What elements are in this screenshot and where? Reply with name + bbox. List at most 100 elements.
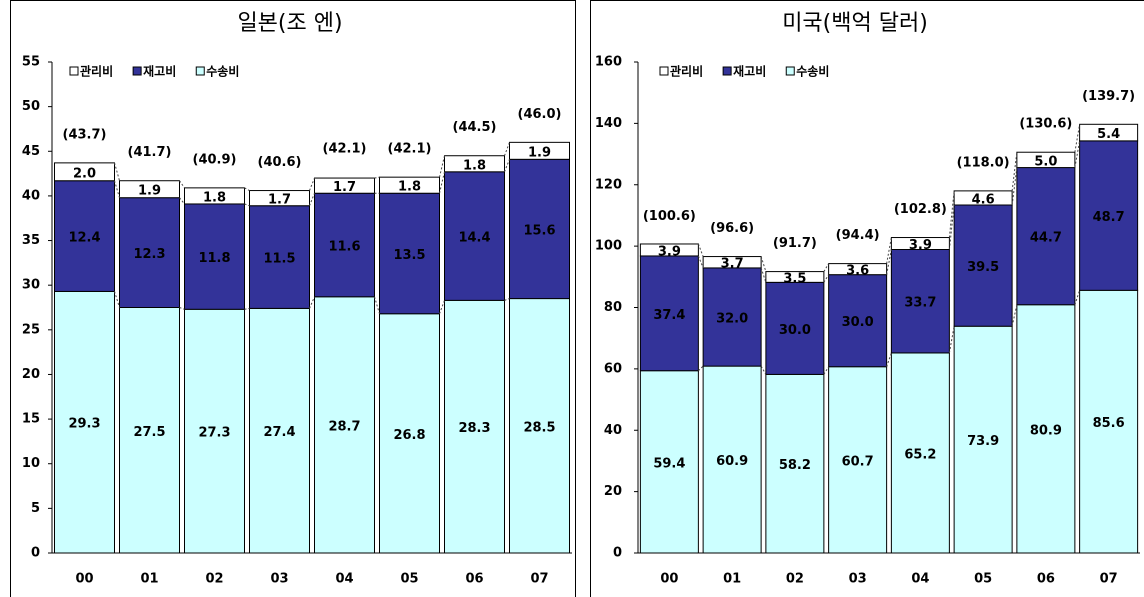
total-label: (46.0) bbox=[518, 107, 562, 122]
data-label: 58.2 bbox=[779, 458, 811, 473]
bar-segment bbox=[444, 171, 505, 301]
y-tick-label: 80 bbox=[604, 300, 622, 315]
y-tick-label: 30 bbox=[22, 278, 40, 293]
total-label: (41.7) bbox=[128, 145, 172, 160]
data-label: 44.7 bbox=[1030, 231, 1062, 246]
connector bbox=[823, 366, 830, 375]
y-tick-label: 50 bbox=[22, 99, 40, 114]
connector bbox=[823, 274, 830, 283]
data-label: 3.6 bbox=[846, 264, 869, 279]
bar-segment bbox=[54, 162, 115, 182]
x-tick-label: 05 bbox=[974, 572, 992, 587]
data-label: 15.6 bbox=[523, 223, 555, 238]
connector bbox=[309, 193, 315, 206]
x-tick-label: 06 bbox=[1037, 572, 1055, 587]
connector bbox=[697, 255, 704, 269]
data-label: 27.3 bbox=[198, 426, 230, 441]
data-label: 32.0 bbox=[716, 312, 748, 327]
connector bbox=[244, 307, 250, 310]
data-label: 3.9 bbox=[909, 238, 932, 253]
y-tick-label: 45 bbox=[22, 144, 40, 159]
data-label: 5.4 bbox=[1097, 127, 1120, 142]
connector bbox=[760, 256, 767, 272]
data-label: 14.4 bbox=[458, 231, 490, 246]
connector bbox=[886, 352, 892, 367]
x-tick-label: 00 bbox=[660, 572, 678, 587]
connector bbox=[1074, 124, 1081, 153]
connector bbox=[1011, 152, 1018, 191]
y-tick-label: 140 bbox=[595, 116, 622, 131]
total-label: (94.4) bbox=[836, 228, 880, 243]
connector bbox=[179, 197, 185, 205]
bar-segment bbox=[444, 299, 505, 554]
frame bbox=[10, 0, 576, 597]
bar-segment bbox=[184, 203, 245, 310]
data-label: 30.0 bbox=[779, 323, 811, 338]
bar-segment bbox=[249, 307, 310, 554]
total-label: (40.6) bbox=[258, 155, 302, 170]
frame bbox=[590, 0, 1144, 597]
data-label: 11.5 bbox=[263, 252, 295, 267]
data-label: 1.8 bbox=[463, 158, 486, 173]
bar-segment bbox=[828, 274, 888, 368]
bar-segment bbox=[1016, 167, 1076, 306]
data-label: 1.8 bbox=[203, 190, 226, 205]
bar-segment bbox=[444, 155, 505, 173]
legend-label: 수송비 bbox=[206, 64, 239, 79]
bar-segment bbox=[379, 176, 440, 194]
bar-segment bbox=[890, 249, 950, 354]
connector bbox=[504, 159, 510, 172]
bar-segment bbox=[765, 271, 825, 283]
data-label: 65.2 bbox=[904, 447, 936, 462]
data-label: 37.4 bbox=[653, 308, 685, 323]
connector bbox=[309, 296, 315, 309]
x-tick-label: 01 bbox=[723, 572, 741, 587]
y-tick-label: 40 bbox=[22, 188, 40, 203]
bar-segment bbox=[509, 298, 570, 554]
connector bbox=[948, 204, 955, 250]
bar-segment bbox=[119, 180, 180, 199]
bar-segment bbox=[702, 256, 762, 269]
connector bbox=[244, 203, 250, 207]
bar-segment bbox=[1079, 123, 1139, 142]
y-tick-label: 10 bbox=[22, 456, 40, 471]
bar-segment bbox=[1016, 304, 1076, 554]
bar-segment bbox=[828, 263, 888, 276]
bar-segment bbox=[1079, 140, 1139, 291]
connector bbox=[439, 300, 445, 314]
legend-swatch bbox=[132, 66, 142, 76]
legend-swatch bbox=[659, 66, 669, 76]
y-tick-label: 35 bbox=[22, 233, 40, 248]
bar-segment bbox=[249, 205, 310, 309]
bar-segment bbox=[54, 290, 115, 554]
connector bbox=[886, 237, 892, 264]
chart-title: 일본(조 엔) bbox=[237, 11, 342, 36]
y-tick-label: 20 bbox=[604, 484, 622, 499]
bar-segment bbox=[639, 370, 699, 554]
data-label: 27.4 bbox=[263, 425, 295, 440]
total-label: (130.6) bbox=[1019, 117, 1072, 132]
data-label: 3.5 bbox=[783, 271, 806, 286]
data-label: 27.5 bbox=[133, 425, 165, 440]
y-tick-label: 15 bbox=[22, 412, 40, 427]
connector bbox=[504, 142, 510, 156]
data-label: 1.7 bbox=[333, 180, 356, 195]
data-label: 13.5 bbox=[393, 248, 425, 263]
x-tick-label: 07 bbox=[1100, 572, 1118, 587]
x-tick-label: 04 bbox=[911, 572, 929, 587]
y-tick-label: 160 bbox=[595, 55, 622, 70]
y-tick-label: 0 bbox=[31, 546, 40, 561]
connector bbox=[439, 155, 445, 178]
total-label: (96.6) bbox=[710, 221, 754, 236]
bar-segment bbox=[953, 190, 1013, 206]
connector bbox=[179, 307, 185, 310]
data-label: 33.7 bbox=[904, 296, 936, 311]
data-label: 11.6 bbox=[328, 240, 360, 255]
data-label: 26.8 bbox=[393, 428, 425, 443]
y-tick-label: 60 bbox=[604, 361, 622, 376]
bar-segment bbox=[314, 296, 375, 554]
connector bbox=[760, 365, 767, 375]
total-label: (40.9) bbox=[193, 152, 237, 167]
bar-segment bbox=[1016, 151, 1076, 169]
bar-segment bbox=[379, 313, 440, 554]
